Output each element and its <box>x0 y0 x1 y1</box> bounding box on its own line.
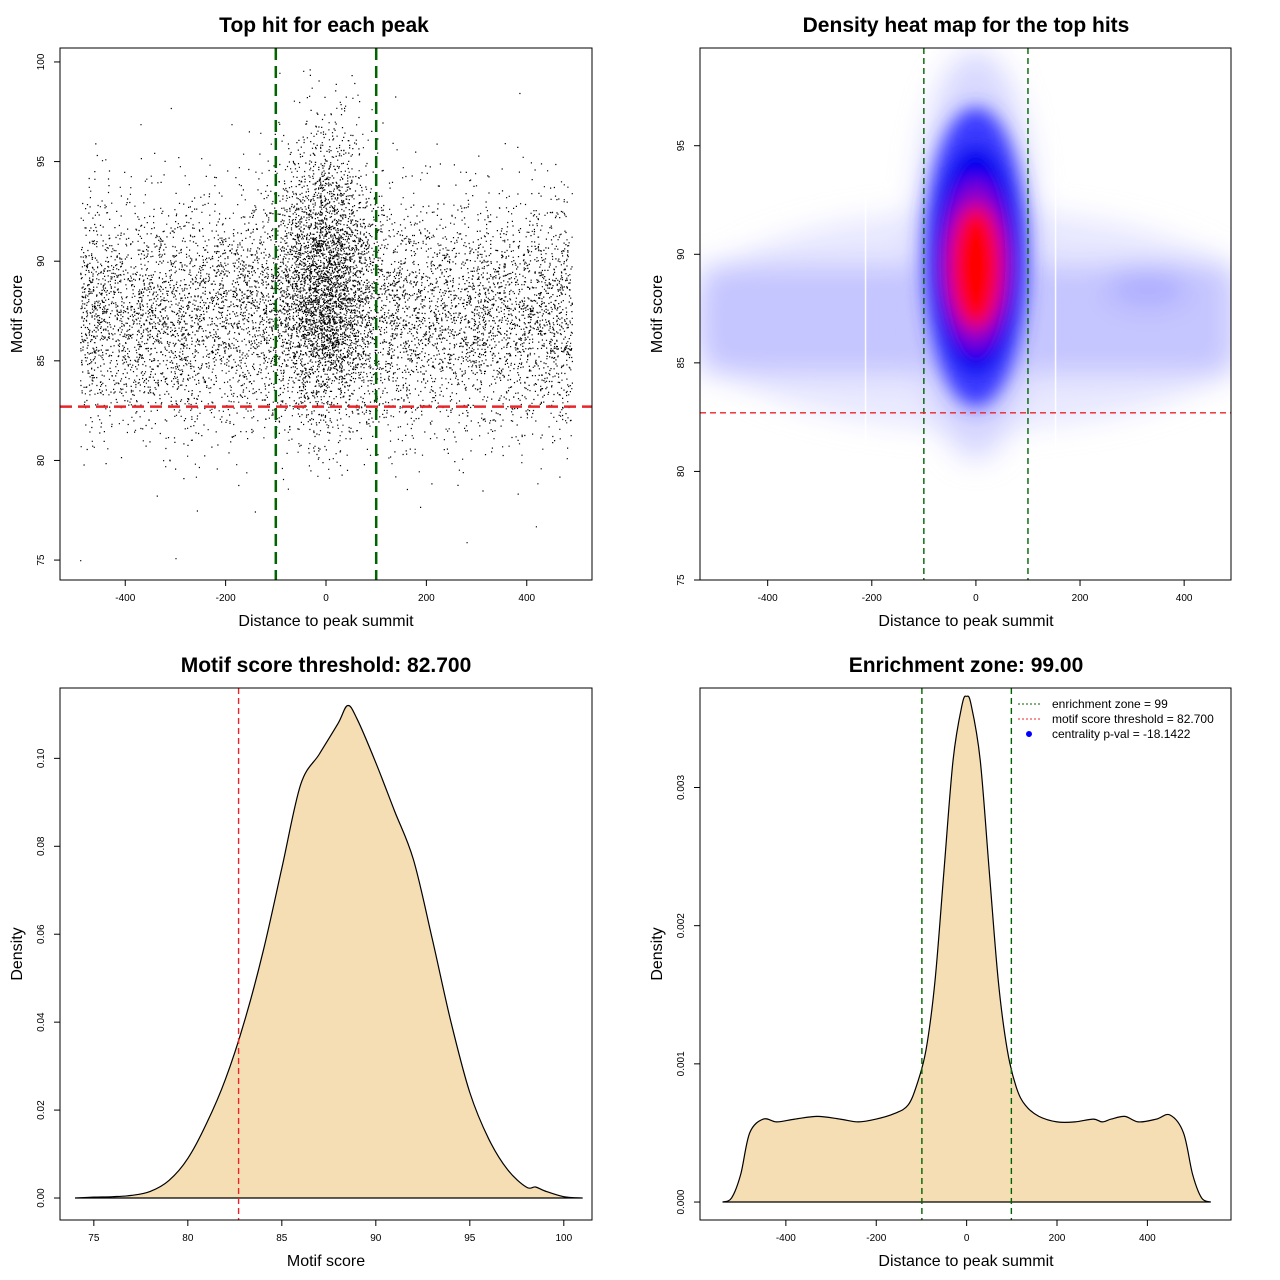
scatter-x-tick-label-1: -200 <box>216 593 236 604</box>
scatter-x-tick-label-0: -400 <box>115 593 135 604</box>
distance-density-x-tick-label-1: -200 <box>866 1233 886 1244</box>
distance-density-area <box>722 695 1211 1203</box>
score-density-x-tick-label-5: 100 <box>555 1233 572 1244</box>
heatmap-background-blob <box>1107 268 1188 305</box>
heatmap-core-red <box>949 205 1002 330</box>
heatmap-y-tick-label-0: 75 <box>676 574 687 586</box>
panel-heatmap: Density heat map for the top hits -400 -2… <box>649 14 1232 630</box>
heatmap-x-axis-label: Distance to peak summit <box>878 613 1054 630</box>
scatter-point-cloud <box>80 69 573 562</box>
scatter-x-tick-label-3: 200 <box>418 593 435 604</box>
heatmap-x-tick-label-3: 200 <box>1072 593 1089 604</box>
scatter-title: Top hit for each peak <box>219 14 429 37</box>
distance-density-x-axis-label: Distance to peak summit <box>878 1253 1054 1270</box>
distance-density-x-tick-label-2: 0 <box>964 1233 970 1244</box>
distance-density-x-tick-label-0: -400 <box>776 1233 796 1244</box>
score-density-y-tick-label-3: 0.06 <box>36 924 47 944</box>
distance-density-y-tick-label-2: 0.002 <box>676 913 687 938</box>
legend-point-pval <box>1026 731 1032 737</box>
scatter-y-tick-label-0: 75 <box>36 554 47 566</box>
heatmap-y-tick-label-3: 90 <box>676 248 687 260</box>
heatmap-x-tick-label-1: -200 <box>862 593 882 604</box>
scatter-y-tick-label-4: 95 <box>36 156 47 168</box>
scatter-points <box>80 69 573 562</box>
panel-scatter: Top hit for each peak -400 -200 0 200 400 75… <box>9 14 593 630</box>
score-density-plot-frame <box>59 687 593 1221</box>
score-density-x-tick-label-0: 75 <box>88 1233 100 1244</box>
legend-label-enrichment: enrichment zone = 99 <box>1052 697 1168 711</box>
score-density-area <box>74 704 583 1199</box>
score-density-y-tick-label-1: 0.02 <box>36 1100 47 1120</box>
heatmap-y-axis-label: Motif score <box>649 275 666 353</box>
score-density-x-tick-label-3: 90 <box>370 1233 382 1244</box>
heatmap-y-tick-label-4: 95 <box>676 140 687 152</box>
distance-density-plot-frame <box>699 687 1232 1221</box>
distance-density-x-tick-label-3: 200 <box>1049 1233 1066 1244</box>
distance-density-y-tick-label-1: 0.001 <box>676 1051 687 1076</box>
scatter-y-tick-label-2: 85 <box>36 355 47 367</box>
score-density-y-tick-label-4: 0.08 <box>36 836 47 856</box>
scatter-y-tick-label-5: 100 <box>36 53 47 70</box>
score-density-title: Motif score threshold: 82.700 <box>181 654 472 677</box>
score-density-x-tick-label-4: 95 <box>464 1233 476 1244</box>
distance-density-y-tick-label-0: 0.000 <box>676 1189 687 1214</box>
scatter-y-tick-label-1: 80 <box>36 454 47 466</box>
heatmap-plot-frame <box>699 47 1232 581</box>
legend-label-pval: centrality p-val = -18.1422 <box>1052 727 1191 741</box>
score-density-x-axis-label: Motif score <box>287 1253 365 1270</box>
heatmap-x-tick-label-4: 400 <box>1176 593 1193 604</box>
score-density-y-tick-label-5: 0.10 <box>36 748 47 768</box>
panel-score-density: Motif score threshold: 82.700 75 80 85 90 95… <box>9 654 593 1270</box>
distance-density-x-tick-label-4: 400 <box>1139 1233 1156 1244</box>
distance-density-y-tick-label-3: 0.003 <box>676 775 687 800</box>
score-density-x-tick-label-2: 85 <box>276 1233 288 1244</box>
heatmap-title: Density heat map for the top hits <box>803 14 1130 37</box>
heatmap-y-tick-label-1: 80 <box>676 465 687 477</box>
heatmap-density <box>700 50 1231 461</box>
score-density-y-tick-label-2: 0.04 <box>36 1012 47 1032</box>
scatter-x-axis-label: Distance to peak summit <box>238 613 414 630</box>
score-density-x-tick-label-1: 80 <box>182 1233 194 1244</box>
distance-density-title: Enrichment zone: 99.00 <box>849 654 1084 677</box>
heatmap-y-tick-label-2: 85 <box>676 357 687 369</box>
scatter-y-tick-label-3: 90 <box>36 255 47 267</box>
score-density-y-tick-label-0: 0.00 <box>36 1188 47 1208</box>
legend: enrichment zone = 99 motif score thresho… <box>1018 697 1214 741</box>
scatter-x-tick-label-4: 400 <box>518 593 535 604</box>
heatmap-x-tick-label-2: 0 <box>973 593 979 604</box>
distance-density-y-axis-label: Density <box>649 927 666 980</box>
score-density-y-axis-label: Density <box>9 927 26 980</box>
heatmap-x-tick-label-0: -400 <box>758 593 778 604</box>
scatter-x-tick-label-2: 0 <box>323 593 329 604</box>
scatter-y-axis-label: Motif score <box>9 275 26 353</box>
legend-label-threshold: motif score threshold = 82.700 <box>1052 712 1214 726</box>
panel-distance-density: Enrichment zone: 99.00 -400 -200 0 200 400 0… <box>649 654 1232 1270</box>
